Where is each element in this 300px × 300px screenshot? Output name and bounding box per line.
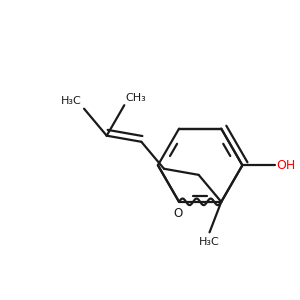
Text: H₃C: H₃C (61, 96, 82, 106)
Text: OH: OH (276, 159, 296, 172)
Text: O: O (173, 206, 182, 220)
Text: H₃C: H₃C (199, 237, 220, 247)
Text: CH₃: CH₃ (125, 93, 146, 103)
